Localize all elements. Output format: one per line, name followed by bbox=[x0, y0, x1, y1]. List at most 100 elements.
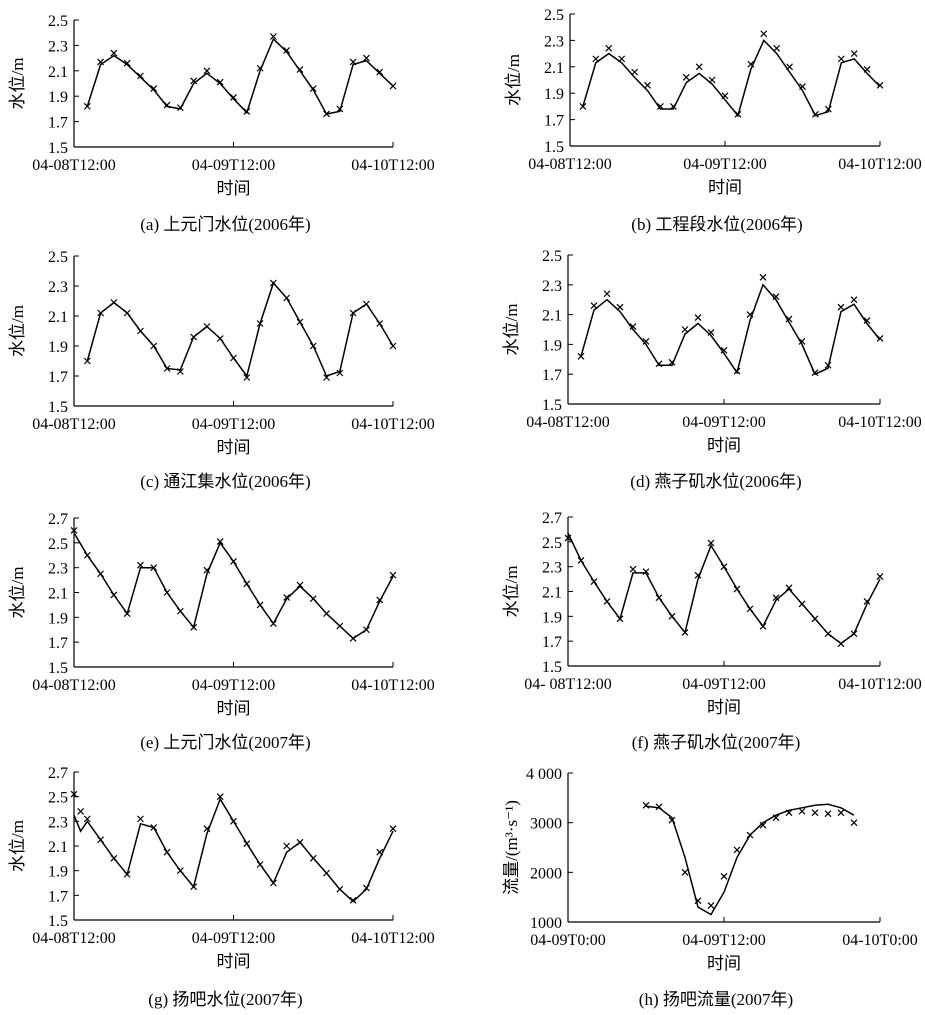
marker-stroke bbox=[309, 854, 317, 862]
data-point-marker bbox=[389, 82, 397, 90]
data-point-marker bbox=[694, 571, 702, 579]
data-point-marker bbox=[150, 564, 158, 572]
data-point-marker bbox=[296, 66, 304, 73]
data-point-marker bbox=[123, 309, 131, 317]
x-tick-label: 04-09T12:00 bbox=[683, 156, 767, 173]
data-point-marker bbox=[123, 870, 131, 878]
marker-stroke bbox=[824, 810, 832, 818]
data-point-marker bbox=[629, 565, 637, 573]
data-point-marker bbox=[681, 868, 689, 876]
data-point-marker bbox=[772, 594, 780, 602]
data-point-marker bbox=[605, 44, 613, 52]
data-point-marker bbox=[786, 63, 794, 71]
y-axis-label: 水位/m bbox=[502, 304, 521, 356]
marker-stroke bbox=[786, 63, 794, 71]
y-tick-label: 2.1 bbox=[48, 309, 68, 326]
data-point-marker bbox=[216, 78, 224, 86]
x-tick-label: 04-09T12:00 bbox=[682, 932, 766, 949]
data-point-marker bbox=[850, 50, 858, 58]
marker-stroke bbox=[850, 819, 858, 827]
data-point-marker bbox=[824, 361, 832, 369]
marker-stroke bbox=[110, 49, 118, 57]
y-tick-label: 2.3 bbox=[48, 279, 68, 296]
marker-stroke bbox=[733, 367, 741, 375]
marker-stroke bbox=[230, 558, 237, 565]
data-point-marker bbox=[150, 342, 158, 350]
marker-stroke bbox=[759, 273, 767, 281]
data-point-marker bbox=[811, 110, 819, 118]
x-tick-label: 04-09T0:00 bbox=[530, 932, 606, 949]
data-point-marker bbox=[97, 309, 105, 317]
marker-stroke bbox=[772, 814, 780, 822]
data-point-marker bbox=[230, 558, 237, 565]
panel-caption: (h) 扬吧流量(2007年) bbox=[639, 990, 793, 1009]
data-point-marker bbox=[137, 327, 144, 335]
marker-stroke bbox=[642, 801, 650, 809]
data-point-marker bbox=[720, 872, 728, 880]
data-point-marker bbox=[269, 279, 277, 287]
data-point-marker bbox=[70, 526, 78, 534]
marker-stroke bbox=[629, 565, 637, 573]
data-point-marker bbox=[669, 102, 677, 110]
data-point-marker bbox=[642, 568, 650, 576]
x-tick-label: 04-09T12:00 bbox=[682, 676, 766, 693]
data-point-marker bbox=[642, 337, 650, 345]
marker-stroke bbox=[721, 92, 729, 100]
x-tick-label: 04-10T12:00 bbox=[838, 414, 922, 431]
data-point-marker bbox=[203, 566, 211, 574]
marker-stroke bbox=[798, 600, 806, 608]
marker-stroke bbox=[190, 883, 198, 891]
panel-caption: (a) 上元门水位(2006年) bbox=[140, 215, 310, 234]
data-point-marker bbox=[577, 352, 585, 360]
panel-caption: (c) 通江集水位(2006年) bbox=[140, 472, 310, 491]
marker-stroke bbox=[760, 30, 768, 38]
y-tick-label: 2.3 bbox=[48, 38, 68, 55]
data-point-marker bbox=[695, 63, 703, 71]
data-point-marker bbox=[590, 578, 598, 585]
y-tick-label: 2.1 bbox=[542, 308, 562, 325]
y-tick-label: 2.5 bbox=[542, 248, 562, 265]
data-point-marker bbox=[708, 76, 716, 84]
data-point-marker bbox=[760, 30, 768, 38]
marker-stroke bbox=[564, 534, 572, 542]
marker-stroke bbox=[746, 605, 754, 613]
marker-stroke bbox=[163, 101, 171, 109]
x-axis-label: 时间 bbox=[217, 699, 251, 718]
y-axis-label: 水位/m bbox=[8, 58, 27, 110]
panel-caption: (f) 燕子矶水位(2007年) bbox=[632, 733, 801, 752]
data-point-marker bbox=[681, 326, 689, 333]
marker-stroke bbox=[668, 612, 676, 620]
marker-stroke bbox=[77, 808, 85, 815]
data-point-marker bbox=[349, 309, 357, 317]
panel-caption: (d) 燕子矶水位(2006年) bbox=[630, 472, 801, 491]
marker-stroke bbox=[216, 793, 224, 801]
data-point-marker bbox=[850, 819, 858, 827]
y-tick-label: 2.1 bbox=[48, 64, 68, 81]
y-tick-label: 1.7 bbox=[48, 369, 68, 386]
marker-stroke bbox=[708, 76, 716, 84]
data-point-marker bbox=[603, 598, 611, 605]
data-point-marker bbox=[97, 570, 105, 578]
y-axis-label: 流量/(m³·s⁻¹) bbox=[502, 800, 521, 895]
marker-stroke bbox=[876, 335, 884, 342]
x-tick-label: 04-10T0:00 bbox=[842, 932, 918, 949]
data-point-marker bbox=[243, 580, 251, 588]
marker-stroke bbox=[176, 104, 184, 112]
marker-stroke bbox=[837, 640, 845, 648]
x-axis-label: 时间 bbox=[707, 698, 741, 717]
data-point-marker bbox=[642, 801, 650, 809]
x-tick-label: 04- 08T12:00 bbox=[524, 676, 612, 693]
data-point-marker bbox=[376, 320, 384, 327]
data-point-marker bbox=[283, 594, 291, 601]
marker-stroke bbox=[203, 566, 211, 574]
data-point-marker bbox=[243, 108, 251, 115]
data-point-marker bbox=[772, 293, 780, 301]
data-point-marker bbox=[644, 81, 651, 89]
data-point-marker bbox=[70, 790, 78, 798]
data-point-marker bbox=[785, 315, 793, 323]
data-point-marker bbox=[785, 584, 793, 592]
marker-stroke bbox=[110, 591, 118, 599]
data-point-marker bbox=[850, 296, 858, 304]
marker-stroke bbox=[772, 594, 780, 602]
y-tick-label: 1.5 bbox=[542, 659, 562, 676]
